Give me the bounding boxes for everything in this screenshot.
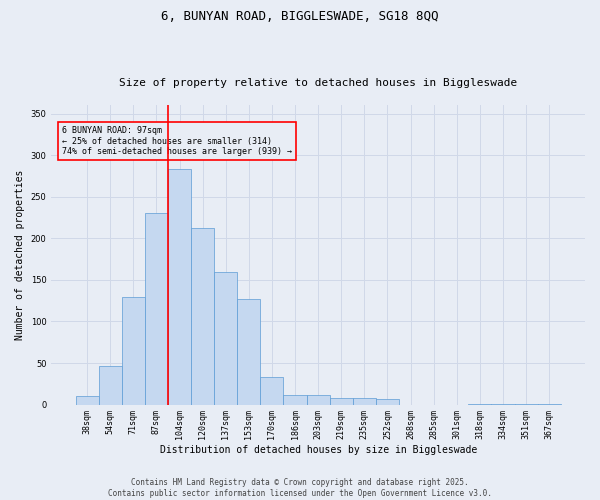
X-axis label: Distribution of detached houses by size in Biggleswade: Distribution of detached houses by size … — [160, 445, 477, 455]
Bar — [329, 398, 353, 404]
Bar — [237, 299, 260, 405]
Bar — [376, 399, 399, 404]
Text: 6, BUNYAN ROAD, BIGGLESWADE, SG18 8QQ: 6, BUNYAN ROAD, BIGGLESWADE, SG18 8QQ — [161, 10, 439, 23]
Text: Contains HM Land Registry data © Crown copyright and database right 2025.
Contai: Contains HM Land Registry data © Crown c… — [108, 478, 492, 498]
Bar — [76, 396, 98, 404]
Bar — [260, 377, 283, 404]
Bar — [307, 396, 329, 404]
Bar — [353, 398, 376, 404]
Bar — [122, 296, 145, 405]
Title: Size of property relative to detached houses in Biggleswade: Size of property relative to detached ho… — [119, 78, 517, 88]
Bar — [145, 212, 168, 404]
Y-axis label: Number of detached properties: Number of detached properties — [15, 170, 25, 340]
Bar — [214, 272, 237, 404]
Text: 6 BUNYAN ROAD: 97sqm
← 25% of detached houses are smaller (314)
74% of semi-deta: 6 BUNYAN ROAD: 97sqm ← 25% of detached h… — [62, 126, 292, 156]
Bar — [98, 366, 122, 405]
Bar — [168, 168, 191, 404]
Bar — [191, 228, 214, 404]
Bar — [283, 396, 307, 404]
